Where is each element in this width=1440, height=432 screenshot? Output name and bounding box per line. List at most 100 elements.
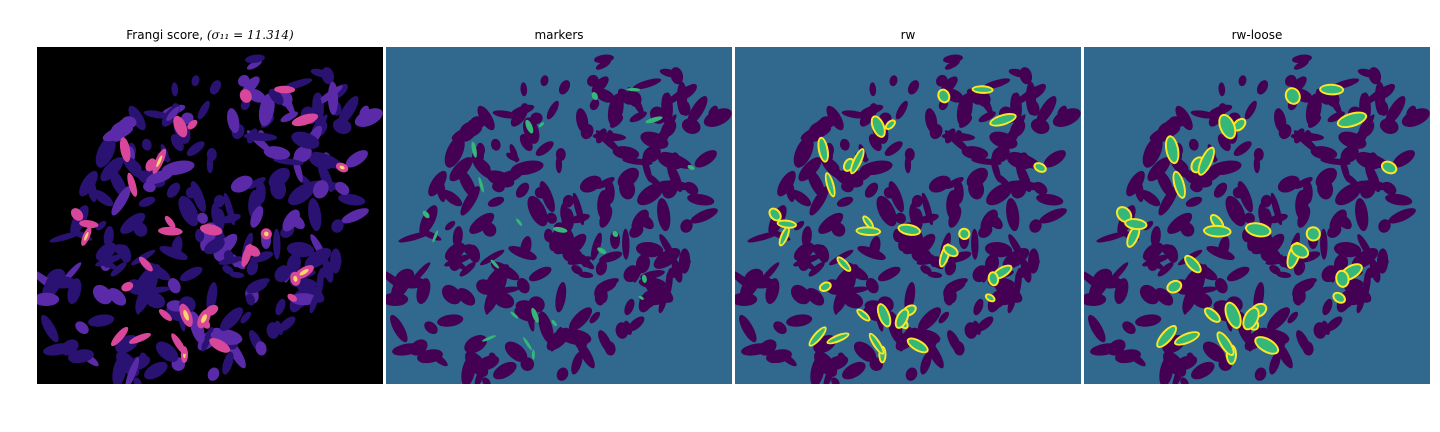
- tissue-blob: [1294, 177, 1313, 189]
- frangi-blob: [171, 236, 183, 259]
- frangi-blob: [49, 231, 81, 243]
- tissue-blob: [386, 292, 409, 306]
- marker-label: [780, 228, 789, 245]
- tissue-blob: [487, 196, 505, 207]
- frangi-blob: [60, 339, 79, 356]
- frangi-blob: [206, 148, 217, 161]
- tissue-blob: [1294, 278, 1317, 290]
- tissue-blob: [680, 219, 693, 233]
- marker-label: [1334, 293, 1344, 302]
- frangi-blob: [181, 112, 194, 125]
- tissue-blob: [1269, 351, 1281, 375]
- tissue-blob: [920, 351, 932, 375]
- marker-label: [591, 91, 598, 101]
- frangi-score-svg: [37, 47, 383, 384]
- frangi-blob: [354, 108, 383, 127]
- markers-labels: [422, 87, 695, 360]
- frangi-vessel: [158, 226, 183, 236]
- tissue-blob: [474, 357, 489, 384]
- marker-label: [551, 319, 557, 327]
- tissue-blob: [485, 264, 510, 290]
- tissue-blob: [793, 136, 814, 168]
- tissue-blob: [1084, 292, 1107, 306]
- tissue-blob: [846, 286, 868, 294]
- frangi-blob: [338, 193, 366, 206]
- marker-label: [612, 230, 619, 238]
- tissue-blob: [905, 367, 918, 381]
- marker-label: [770, 209, 780, 220]
- rw-loose-svg: [1084, 47, 1430, 384]
- frangi-blob: [100, 157, 124, 182]
- tissue-blob: [1265, 256, 1290, 265]
- tissue-blob: [1244, 212, 1255, 224]
- frangi-blob: [215, 233, 238, 257]
- tissue-blob: [961, 146, 989, 160]
- tissue-blob: [444, 136, 465, 168]
- marker-label: [1205, 226, 1230, 236]
- frangi-blob: [255, 341, 267, 356]
- frangi-blob: [280, 111, 298, 123]
- tissue-blob: [1293, 128, 1305, 144]
- tissue-blob: [624, 298, 635, 316]
- tissue-blob: [806, 288, 825, 306]
- tissue-blob: [1019, 67, 1033, 85]
- tissue-blob: [1172, 357, 1187, 384]
- tissue-blob: [546, 212, 557, 224]
- tissue-blob: [596, 278, 619, 290]
- tissue-blob: [1190, 181, 1203, 193]
- tissue-blob: [1320, 158, 1351, 166]
- tissue-blob: [1248, 326, 1261, 352]
- markers-image: [386, 47, 732, 384]
- marker-label: [1185, 256, 1200, 272]
- tissue-blob: [1388, 208, 1416, 224]
- tissue-blob: [442, 189, 463, 207]
- marker-label: [471, 141, 477, 158]
- frangi-blob: [155, 341, 179, 363]
- frangi-blob: [338, 95, 359, 125]
- tissue-blob: [1292, 293, 1302, 306]
- frangi-blob: [246, 128, 258, 144]
- tissue-blob: [956, 93, 973, 127]
- tissue-blob: [801, 226, 812, 248]
- tissue-blob: [892, 228, 903, 243]
- tissue-blob: [441, 284, 462, 305]
- marker-label: [838, 258, 850, 271]
- marker-label: [820, 283, 830, 290]
- tissue-blob: [1126, 170, 1145, 197]
- tissue-blob: [1392, 150, 1415, 168]
- tissue-blob: [1158, 186, 1178, 216]
- frangi-blob: [201, 326, 214, 352]
- rw-loose-panel-title: rw-loose: [1231, 28, 1283, 42]
- frangi-vessel: [173, 115, 188, 138]
- tissue-blob: [1213, 182, 1228, 198]
- marker-label: [991, 114, 1015, 125]
- tissue-blob: [572, 192, 585, 226]
- frangi-vessel: [127, 172, 138, 197]
- frangi-blob: [219, 307, 244, 331]
- frangi-blob: [332, 118, 352, 134]
- tissue-blob: [793, 220, 805, 231]
- marker-label: [1244, 308, 1258, 329]
- marker-label: [1292, 244, 1308, 257]
- frangi-blob: [227, 108, 240, 134]
- frangi-blob: [222, 351, 234, 375]
- frangi-blob: [230, 175, 253, 193]
- tissue-blob: [538, 311, 554, 344]
- tissue-blob: [670, 67, 684, 85]
- tissue-blob: [944, 128, 956, 144]
- frangi-blob: [148, 286, 170, 294]
- frangi-vessel: [70, 208, 84, 221]
- frangi-blob: [322, 258, 334, 283]
- tissue-blob: [1029, 219, 1042, 233]
- tissue-blob: [687, 193, 715, 206]
- frangi-blob: [209, 80, 222, 95]
- tissue-blob: [938, 311, 950, 324]
- tissue-blob: [469, 212, 495, 234]
- tissue-blob: [555, 281, 567, 313]
- frangi-vessel-peak: [84, 231, 89, 241]
- tissue-blob: [520, 236, 532, 259]
- tissue-blob: [1379, 118, 1399, 134]
- rw-loose-tissue-blobs: [1084, 54, 1430, 384]
- tissue-blob: [417, 349, 443, 364]
- frangi-blob: [143, 181, 156, 193]
